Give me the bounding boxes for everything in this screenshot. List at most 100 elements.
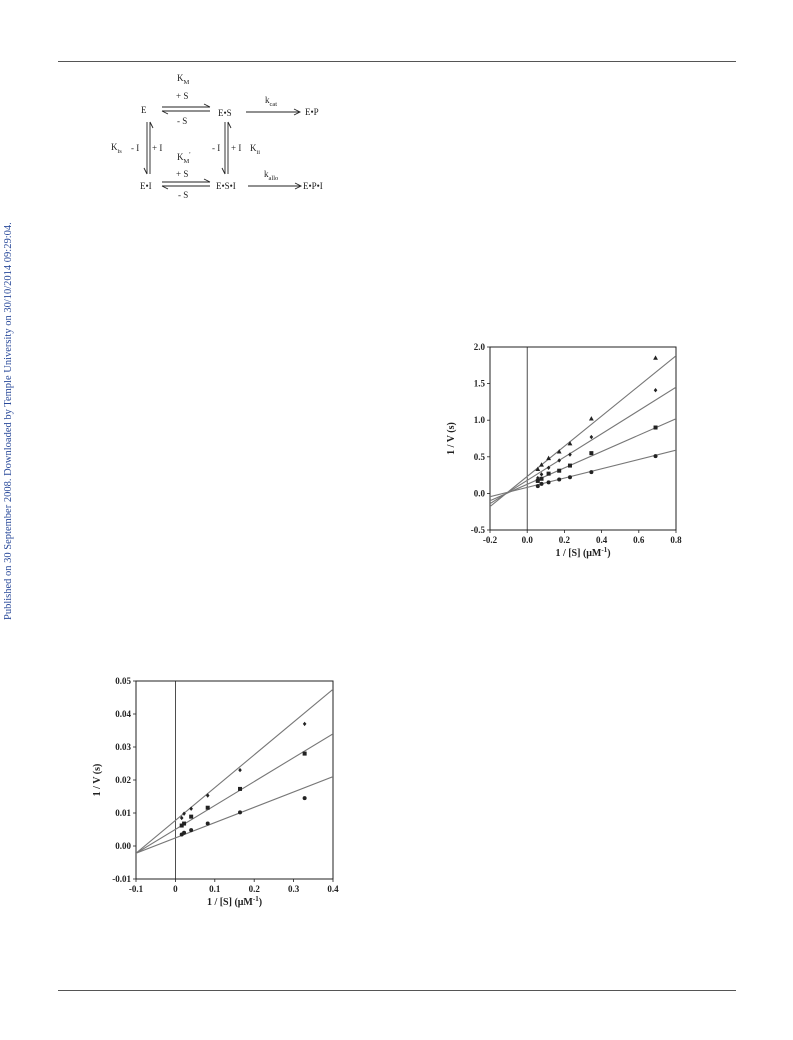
y-tick-label: 1.0 [474, 415, 486, 425]
data-point-triangle [588, 416, 594, 421]
y-tick-label: 0.5 [474, 452, 486, 462]
x-tick-label: 0.4 [327, 884, 339, 894]
data-point-circle [179, 832, 184, 837]
data-point-square [535, 478, 540, 483]
fit-line-triangle [490, 355, 676, 508]
scheme-arrow-esi-ei-reverse [161, 185, 210, 190]
x-tick-label: 0.1 [209, 884, 221, 894]
data-point-diamond [238, 767, 242, 773]
y-tick-label: 0.00 [115, 841, 131, 851]
download-notice-text: Published on 30 September 2008. Download… [3, 222, 14, 620]
data-point-square [205, 805, 210, 810]
scheme-plus-i-right: + I [231, 143, 241, 153]
data-point-square [589, 451, 594, 456]
scheme-kis-label: Kis [111, 142, 122, 155]
data-point-circle [546, 480, 551, 485]
scheme-km-label: KM [177, 73, 190, 86]
fit-line-square [136, 733, 333, 854]
y-tick-label: -0.5 [471, 525, 486, 535]
data-point-circle [302, 796, 307, 801]
data-point-triangle [535, 466, 541, 472]
data-point-circle [182, 830, 187, 835]
data-point-circle [653, 454, 658, 459]
scheme-minus-s-top: - S [177, 116, 187, 126]
scheme-arrow-e-es-forward [162, 103, 211, 108]
plot-frame [489, 346, 677, 531]
data-point-diamond [205, 793, 210, 798]
y-tick-label: 0.02 [115, 775, 131, 785]
scheme-arrow-es-esi-down [221, 122, 226, 175]
data-point-circle [238, 810, 243, 815]
fit-line-circle [136, 776, 333, 854]
x-tick-label: 0.4 [596, 535, 608, 545]
x-tick-label: 0.3 [288, 884, 300, 894]
x-tick-label: 0 [173, 884, 178, 894]
fit-line-diamond [490, 386, 676, 505]
x-tick-label: 0.2 [559, 535, 571, 545]
data-point-diamond [182, 811, 186, 816]
data-point-triangle [567, 441, 573, 446]
scheme-arrow-e-ei-down [143, 122, 148, 175]
plot-frame [135, 680, 334, 880]
data-point-square [557, 468, 562, 473]
data-point-circle [567, 475, 572, 480]
x-axis-label-end: ) [259, 897, 262, 908]
x-tick-label: 0.6 [633, 535, 645, 545]
data-point-square [567, 463, 572, 468]
y-tick-label: -0.01 [112, 874, 131, 884]
data-point-square [179, 823, 184, 828]
scheme-arrow-ei-esi-forward [162, 178, 211, 183]
data-point-triangle [653, 355, 658, 360]
scheme-kmp-label: KM' [177, 151, 191, 165]
data-point-diamond [302, 721, 307, 727]
y-tick-label: 1.5 [474, 379, 486, 389]
scheme-arrow-ei-e-up [149, 121, 154, 174]
scheme-EP: E•P [305, 107, 319, 117]
data-point-diamond [536, 475, 540, 481]
data-point-square [539, 476, 544, 481]
data-point-circle [205, 821, 210, 826]
data-point-diamond [179, 815, 184, 821]
x-tick-label: -0.1 [129, 884, 144, 894]
y-axis-label: 1 / V (s) [92, 764, 103, 797]
scheme-minus-s-bottom: - S [178, 190, 188, 200]
scheme-minus-i-left: - I [131, 143, 139, 153]
scheme-EI: E•I [140, 181, 152, 191]
data-point-square [238, 786, 243, 791]
header-rule [58, 61, 736, 62]
scheme-minus-i-right: - I [212, 143, 220, 153]
y-tick-label: 0.05 [115, 676, 131, 686]
scheme-plus-s-top: + S [176, 91, 188, 101]
data-point-triangle [546, 455, 551, 461]
data-point-square [546, 471, 551, 476]
scheme-kii-label: Kii [250, 143, 260, 156]
download-side-note: Published on 30 September 2008. Download… [3, 222, 23, 1040]
data-point-diamond [589, 434, 594, 440]
data-point-square [653, 425, 658, 430]
data-point-circle [535, 484, 540, 489]
x-axis-label: 1 / [S] (μM-1) [207, 895, 262, 908]
data-point-circle [189, 828, 194, 833]
x-axis-label: 1 / [S] (μM-1) [555, 546, 610, 559]
data-point-square [182, 821, 187, 826]
fit-line-circle [490, 449, 676, 498]
scheme-arrow-es-e-reverse [161, 110, 210, 115]
data-point-circle [589, 470, 594, 475]
data-point-square [189, 814, 194, 819]
scheme-kallo-label: kallo [264, 169, 278, 182]
data-point-diamond [557, 458, 561, 463]
y-tick-label: 0.04 [115, 709, 131, 719]
y-tick-label: 0.01 [115, 808, 131, 818]
data-point-diamond [568, 452, 572, 457]
data-point-triangle [556, 449, 562, 454]
data-point-diamond [546, 465, 551, 470]
y-tick-label: 0.0 [474, 488, 486, 498]
x-axis-label-superscript: -1 [253, 895, 259, 903]
data-point-square [302, 751, 307, 756]
scheme-kcat-label: kcat [265, 95, 277, 108]
scheme-arrow-esi-epi [248, 182, 303, 190]
fit-line-square [490, 418, 676, 502]
